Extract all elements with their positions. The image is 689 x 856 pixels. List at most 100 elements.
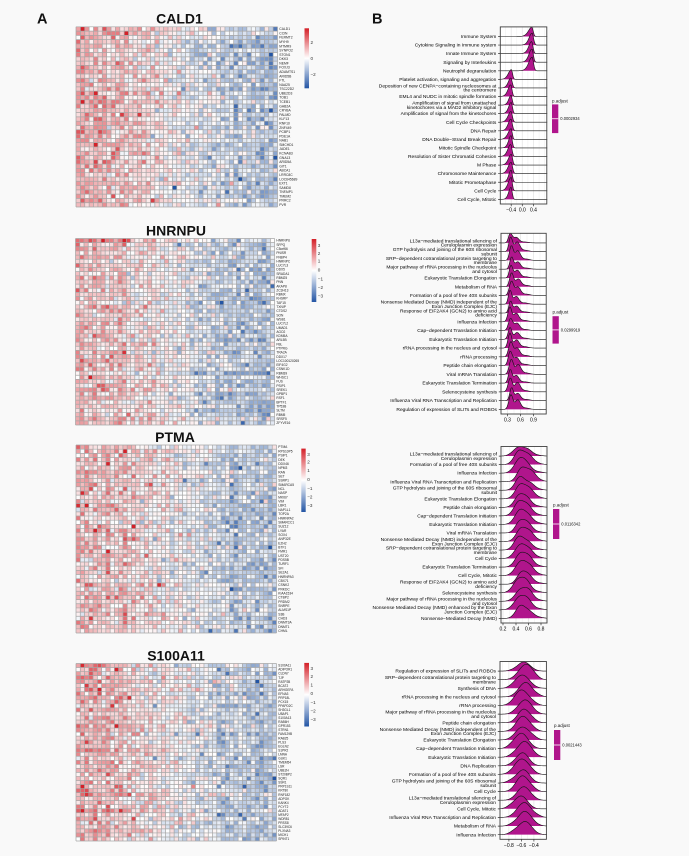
svg-text:L13a−mediated translational si: L13a−mediated translational silencing of… [409,796,497,806]
svg-text:Amplification of signal from u: Amplification of signal from unattached k… [407,100,497,110]
svg-text:S3B: S3B [278,612,284,616]
svg-text:Regulation of expression of SL: Regulation of expression of SLITs and RO… [396,407,497,413]
svg-text:GTP hydrolysis and joining of: GTP hydrolysis and joining of the 60S ri… [392,778,497,788]
svg-text:FBL: FBL [276,342,282,346]
svg-text:GAB2A: GAB2A [279,104,291,108]
svg-text:p.adjust: p.adjust [554,723,571,728]
svg-text:PRSS8: PRSS8 [278,821,289,825]
svg-text:Response of EIF2AK4 (GCN2) to: Response of EIF2AK4 (GCN2) to amino acid… [400,308,498,318]
svg-text:KANK4: KANK4 [278,801,289,805]
svg-text:0.2: 0.2 [500,627,507,633]
svg-text:M Phase: M Phase [477,163,497,169]
svg-text:LRRC8C: LRRC8C [279,173,293,177]
svg-text:CSNK2: CSNK2 [278,583,289,587]
svg-text:p.adjust: p.adjust [553,310,570,315]
svg-text:Eukaryotic Translation Initiat: Eukaryotic Translation Initiation [429,522,497,528]
svg-text:Influenza Viral RNA Transcript: Influenza Viral RNA Transcription and Re… [390,479,497,485]
svg-text:LOC645689: LOC645689 [279,177,297,181]
svg-text:EXT1: EXT1 [279,182,288,186]
svg-text:PPAPD2C: PPAPD2C [278,704,293,708]
svg-text:Mitotic Prometaphase: Mitotic Prometaphase [449,180,497,186]
svg-text:Selenocysteine synthesis: Selenocysteine synthesis [442,590,497,596]
svg-text:ADIPOR1: ADIPOR1 [278,668,292,672]
svg-text:LOC100120265: LOC100120265 [276,359,299,363]
svg-text:1: 1 [307,468,310,473]
svg-text:TCEB1: TCEB1 [279,100,290,104]
svg-text:0.8: 0.8 [538,627,545,633]
svg-text:MKI67: MKI67 [278,495,288,499]
svg-text:RAB25: RAB25 [278,736,288,740]
svg-text:PSIP1: PSIP1 [278,454,287,458]
svg-text:FTL: FTL [279,79,285,83]
svg-text:Eukaryotic Translation Initiat: Eukaryotic Translation Initiation [429,337,497,343]
svg-text:Nonsense Mediated Decay (NMD): Nonsense Mediated Decay (NMD) enhanced b… [372,605,497,615]
svg-text:DKK3: DKK3 [279,57,288,61]
svg-text:PLS3: PLS3 [278,740,286,744]
svg-text:CRYBA: CRYBA [279,109,291,113]
svg-text:p.adjust: p.adjust [553,503,570,508]
svg-text:SFI: SFI [278,566,283,570]
svg-text:0.6: 0.6 [517,418,524,424]
svg-text:WHSC1: WHSC1 [276,376,288,380]
svg-text:NEMF: NEMF [279,61,288,65]
svg-text:TJP: TJP [278,676,284,680]
svg-text:TOB1: TOB1 [279,96,288,100]
svg-text:LYAR: LYAR [278,529,287,533]
svg-text:SMCHD1: SMCHD1 [279,143,293,147]
svg-text:ARID5B: ARID5B [279,74,292,78]
svg-text:UMAD1: UMAD1 [276,326,287,330]
svg-text:SLC39C6: SLC39C6 [278,825,292,829]
svg-text:SOX4: SOX4 [278,533,287,537]
svg-text:STON1: STON1 [279,53,290,57]
svg-text:SRP−dependent cotranslational: SRP−dependent cotranslational protein ta… [385,675,496,685]
svg-text:FERMT2: FERMT2 [279,36,293,40]
svg-text:SREK1: SREK1 [276,388,287,392]
svg-text:ADAMTS1: ADAMTS1 [279,70,295,74]
svg-text:0.0116342: 0.0116342 [561,522,581,527]
svg-text:Cell Cycle: Cell Cycle [474,188,496,194]
svg-text:Chromosome Maintenance: Chromosome Maintenance [438,171,497,177]
svg-text:A: A [37,12,48,28]
svg-text:Eukaryotic Translation Elongat: Eukaryotic Translation Elongation [424,276,497,282]
svg-text:ARHGEFA: ARHGEFA [278,688,294,692]
svg-text:Influenza Viral RNA Transcript: Influenza Viral RNA Transcription and Re… [390,398,497,404]
svg-text:PRKDC: PRKDC [278,587,290,591]
svg-text:SRP−dependent cotranslational: SRP−dependent cotranslational protein ta… [386,545,497,555]
svg-text:EML4 and NUDC in mitotic spind: EML4 and NUDC in mitotic spindle formati… [399,94,496,100]
svg-text:GTP hydrolysis and joining of: GTP hydrolysis and joining of the 60S ri… [393,486,498,496]
svg-text:Nonsense−Mediated Decay (NMD): Nonsense−Mediated Decay (NMD) [421,616,497,622]
svg-text:MTMR9: MTMR9 [279,44,291,48]
svg-text:Cell Cycle, Mitotic: Cell Cycle, Mitotic [457,806,496,812]
svg-text:0.3: 0.3 [504,418,511,424]
svg-text:ARID5A: ARID5A [279,160,292,164]
svg-text:Major pathway of rRNA processi: Major pathway of rRNA processing in the … [386,597,497,607]
svg-text:SH3GL1: SH3GL1 [278,708,290,712]
svg-text:3: 3 [307,452,310,457]
svg-text:S100A11: S100A11 [278,664,291,668]
svg-text:B: B [372,12,382,28]
svg-text:0.6: 0.6 [525,627,532,633]
svg-text:BCAT2: BCAT2 [278,684,288,688]
svg-text:SYNPO2: SYNPO2 [279,49,293,53]
svg-text:−1: −1 [311,700,317,705]
svg-text:DNA Replication: DNA Replication [460,763,496,769]
svg-text:DNA Double−Strand Break Repair: DNA Double−Strand Break Repair [422,137,496,143]
svg-text:Synthesis of DNA: Synthesis of DNA [458,686,497,692]
svg-text:Eukaryotic Translation Elongat: Eukaryotic Translation Elongation [423,738,496,744]
svg-text:−0.4: −0.4 [529,843,539,849]
svg-text:UBAP1: UBAP1 [278,712,289,716]
svg-text:S100A13: S100A13 [278,716,291,720]
svg-text:LUC7L2: LUC7L2 [276,322,288,326]
svg-text:0.0021443: 0.0021443 [562,743,582,748]
svg-text:L13a−mediated translational si: L13a−mediated translational silencing of… [410,451,498,461]
svg-text:SQR1: SQR1 [278,777,287,781]
svg-text:SSRP1: SSRP1 [278,479,289,483]
svg-text:PCYT2: PCYT2 [278,805,288,809]
svg-text:Metabolism of RNA: Metabolism of RNA [455,284,498,290]
svg-text:GIT1: GIT1 [279,164,287,168]
svg-text:NCL: NCL [278,487,285,491]
svg-text:Cell Cycle: Cell Cycle [475,556,497,562]
svg-text:0: 0 [311,56,314,61]
svg-text:VIM: VIM [278,500,284,504]
svg-text:0: 0 [311,691,314,696]
